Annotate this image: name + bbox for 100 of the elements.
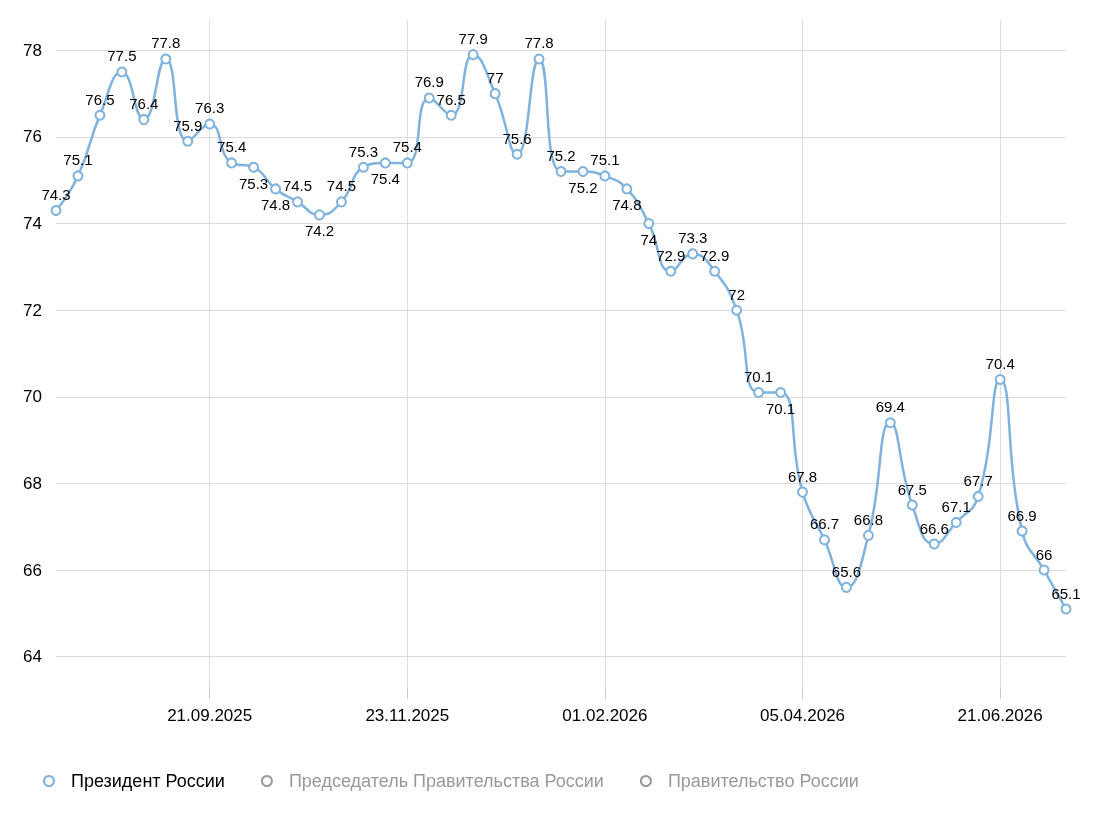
- data-label: 75.4: [217, 138, 247, 156]
- point: [1016, 525, 1028, 537]
- point: [1060, 603, 1072, 615]
- data-label: 76.4: [129, 95, 159, 113]
- point: [50, 205, 62, 217]
- data-label: 77.9: [458, 30, 488, 48]
- data-label: 77: [486, 69, 504, 87]
- legend-label: Председатель Правительства России: [288, 771, 604, 791]
- point: [357, 161, 369, 173]
- point: [687, 248, 699, 260]
- point: [775, 386, 787, 398]
- legend-label: Правительство России: [667, 771, 859, 791]
- data-label: 72.9: [700, 246, 730, 264]
- data-label: 67.1: [941, 497, 971, 515]
- point: [709, 265, 721, 277]
- y-tick-label: 72: [23, 300, 42, 320]
- point: [797, 486, 809, 498]
- point: [555, 166, 567, 178]
- x-tick-label: 05.04.2026: [759, 706, 846, 725]
- y-tick-label: 78: [23, 40, 42, 60]
- legend-label: Президент России: [71, 771, 225, 791]
- point: [994, 373, 1006, 385]
- data-label: 77.8: [151, 34, 181, 52]
- data-label: 66.9: [1007, 506, 1037, 524]
- point: [884, 417, 896, 429]
- point: [182, 135, 194, 147]
- x-tick-label: 21.09.2025: [167, 706, 253, 725]
- data-label: 74.3: [41, 186, 71, 204]
- data-label: 70.1: [765, 399, 796, 417]
- data-label: 76.3: [195, 99, 225, 117]
- data-label: 72.9: [656, 246, 686, 264]
- point: [138, 114, 150, 126]
- y-tick-label: 66: [23, 560, 42, 580]
- point: [753, 386, 765, 398]
- data-label: 75.2: [546, 147, 576, 165]
- y-tick-label: 74: [23, 214, 42, 234]
- point: [818, 534, 830, 546]
- point: [94, 109, 106, 121]
- data-label: 65.6: [831, 562, 862, 580]
- data-label: 73.3: [678, 229, 708, 247]
- data-label: 70.1: [744, 367, 774, 385]
- data-label: 76.9: [414, 73, 444, 91]
- point: [577, 166, 589, 178]
- point: [599, 170, 611, 182]
- point: [72, 170, 84, 182]
- data-label: 66.6: [919, 519, 949, 537]
- point: [335, 196, 347, 208]
- data-label: 76.5: [436, 90, 466, 108]
- point: [1038, 564, 1050, 576]
- data-label: 74.8: [260, 196, 291, 214]
- point: [840, 581, 852, 593]
- x-tick-label: 01.02.2026: [562, 706, 648, 725]
- point: [489, 88, 501, 100]
- x-tick-label: 21.06.2026: [957, 706, 1043, 725]
- point: [665, 265, 677, 277]
- point: [160, 53, 172, 65]
- point: [379, 157, 391, 169]
- y-tick-label: 76: [23, 127, 42, 147]
- point: [511, 148, 523, 160]
- data-label: 67.8: [787, 467, 818, 485]
- data-label: 74: [640, 231, 658, 249]
- y-tick-label: 68: [23, 473, 42, 493]
- data-label: 72: [728, 285, 745, 303]
- point: [533, 53, 545, 65]
- data-label: 75.4: [370, 170, 400, 188]
- point: [862, 529, 874, 541]
- data-label: 66.8: [853, 510, 883, 528]
- data-label: 75.4: [392, 138, 422, 156]
- point: [226, 157, 238, 169]
- data-label: 75.2: [568, 179, 598, 197]
- data-label: 75.9: [173, 116, 203, 134]
- point: [313, 209, 325, 221]
- point: [906, 499, 918, 511]
- point: [928, 538, 940, 550]
- point: [731, 304, 743, 316]
- point: [116, 66, 128, 78]
- y-tick-label: 64: [23, 647, 42, 667]
- data-label: 77.5: [107, 47, 137, 65]
- data-label: 67.5: [897, 480, 927, 498]
- point: [292, 196, 304, 208]
- data-label: 75.1: [590, 151, 620, 169]
- point: [204, 118, 216, 130]
- data-label: 65.1: [1051, 584, 1081, 602]
- data-label: 67.7: [963, 471, 993, 489]
- point: [248, 161, 260, 173]
- y-tick-label: 70: [23, 387, 42, 407]
- data-label: 75.3: [239, 174, 269, 192]
- data-label: 74.8: [612, 196, 642, 214]
- data-label: 74.5: [282, 177, 313, 195]
- point: [621, 183, 633, 195]
- point: [972, 490, 984, 502]
- data-label: 75.3: [348, 142, 378, 160]
- data-label: 70.4: [985, 354, 1015, 372]
- point: [467, 49, 479, 61]
- data-label: 66.7: [809, 515, 840, 533]
- point: [401, 157, 413, 169]
- data-label: 76.5: [85, 90, 115, 108]
- data-label: 66: [1035, 545, 1053, 563]
- data-label: 77.8: [524, 34, 554, 52]
- data-label: 75.1: [63, 151, 93, 169]
